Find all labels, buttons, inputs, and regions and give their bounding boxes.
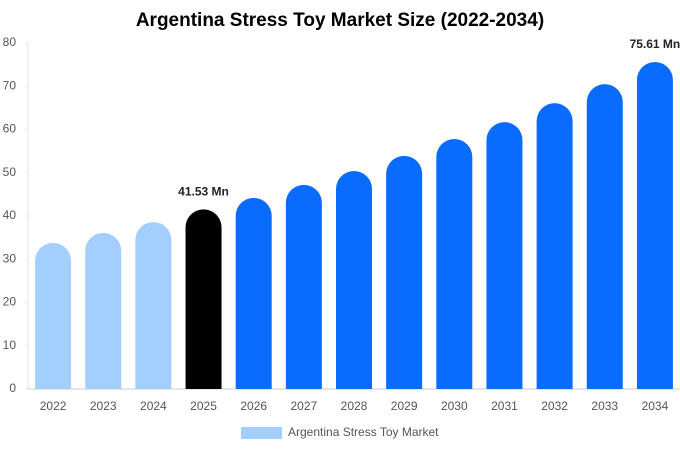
bar [235,197,272,389]
x-tick-label: 2028 [341,399,368,413]
bar [486,122,523,389]
x-tick-label: 2025 [190,399,217,413]
legend-swatch [241,427,282,439]
bar [636,61,673,389]
bar [436,139,473,389]
bar [386,155,423,389]
chart-title: Argentina Stress Toy Market Size (2022-2… [136,10,544,31]
x-tick-label: 2024 [140,399,167,413]
bar [135,222,172,389]
x-tick-label: 2027 [290,399,317,413]
bar [35,242,72,389]
x-tick-label: 2026 [240,399,267,413]
x-tick-label: 2030 [441,399,468,413]
y-tick-label: 70 [3,78,17,92]
legend-label: Argentina Stress Toy Market [288,425,439,439]
bar [185,209,222,389]
y-tick-label: 80 [3,35,17,49]
x-tick-label: 2023 [90,399,117,413]
y-tick-label: 20 [3,295,17,309]
y-tick-label: 50 [3,165,17,179]
x-tick-label: 2033 [591,399,618,413]
bar [85,232,122,389]
x-tick-label: 2031 [491,399,518,413]
bar [285,184,322,389]
y-tick-label: 10 [3,338,17,352]
bar [586,84,623,390]
bar [536,103,573,390]
bar [336,171,372,389]
y-tick-label: 30 [3,251,17,265]
x-tick-label: 2029 [391,399,418,413]
x-tick-label: 2034 [642,399,669,413]
y-tick-label: 0 [9,381,16,395]
x-tick-label: 2032 [541,399,568,413]
y-tick-label: 40 [3,208,17,222]
y-tick-label: 60 [3,122,17,136]
value-label: 75.61 Mn [630,37,680,51]
x-tick-label: 2022 [40,399,67,413]
value-label: 41.53 Mn [178,185,229,199]
